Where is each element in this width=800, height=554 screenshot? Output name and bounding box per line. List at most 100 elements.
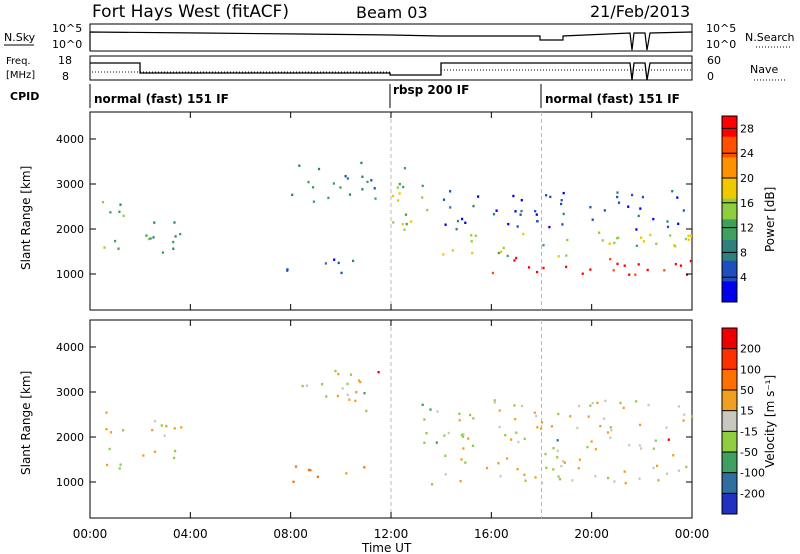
range-gate-cell [549,195,552,199]
colorbar-swatch [722,410,737,432]
range-gate-cell [672,454,675,457]
colorbar-swatch [722,116,737,138]
range-gate-cell [560,199,563,202]
nsky-trace [89,31,693,51]
range-gate-cell [348,193,352,196]
range-gate-cell [341,387,344,390]
range-gate-cell [689,234,692,237]
range-gate-cell [623,470,626,473]
range-gate-cell [638,444,641,447]
range-gate-cell [634,273,637,276]
x-tick-label: 16:00 [474,527,509,541]
range-gate-cell [677,222,680,225]
range-gate-cell [624,481,627,485]
range-gate-cell [677,405,680,408]
y-tick-label: 4000 [56,341,84,354]
range-gate-cell [449,190,452,193]
range-gate-cell [151,428,154,432]
range-gate-cell [346,177,349,180]
range-gate-cell [663,269,666,272]
range-gate-cell [404,213,408,216]
range-gate-cell [321,383,324,386]
colorbar-tick-label: -100 [740,467,765,480]
range-gate-cell [286,269,289,272]
range-gate-cell [485,466,489,470]
range-gate-cell [652,217,655,221]
range-gate-cell [410,220,413,223]
range-gate-cell [361,188,364,191]
freq-tick-top: 18 [58,54,72,67]
range-gate-cell [339,186,342,189]
colorbar-swatch [722,390,737,412]
range-gate-cell [497,251,500,255]
range-gate-cell [174,235,177,238]
nsearch-tick-top: 10^5 [706,22,736,35]
range-gate-cell [586,445,589,449]
power-colorbar: 4 8 12 16 20 24 28 Power [dB] [721,115,777,303]
range-gate-cell [429,408,432,411]
range-gate-cell [348,398,351,401]
range-gate-cell [617,236,620,239]
range-gate-cell [591,218,594,221]
nsearch-tick-bottom: 10^0 [706,38,736,51]
range-gate-cell [649,233,652,237]
range-gate-cell [471,251,474,255]
range-gate-cell [477,195,480,198]
cpid-segment-3: normal (fast) 151 IF [545,92,680,106]
range-gate-cell [391,194,395,198]
range-gate-cell [515,256,518,260]
range-gate-cell [524,479,527,482]
x-tick-label: 08:00 [273,527,308,541]
range-gate-cell [122,429,125,432]
range-gate-cell [533,411,536,414]
range-gate-cell [635,228,638,231]
range-gate-cell [512,194,515,198]
range-gate-cell [470,234,473,237]
colorbar-tick-label: 200 [740,343,761,356]
range-gate-cell [108,447,111,451]
colorbar-tick-label: -15 [740,425,758,438]
range-gate-cell [435,441,438,444]
x-axis-label: Time UT [361,541,412,554]
range-gate-cell [691,415,694,418]
colorbar-swatch [722,493,737,515]
range-gate-cell [516,468,519,471]
range-gate-cell [689,259,692,263]
range-gate-cell [363,466,366,469]
range-gate-cell [426,208,429,212]
range-gate-cell [513,259,516,262]
range-gate-cell [336,394,339,398]
velocity-colorbar-swatches: 200 100 50 15 -15 -50 -100 -200 [721,327,765,515]
range-gate-cell [421,184,424,188]
range-gate-cell [666,225,670,229]
range-gate-cell [462,447,465,450]
range-gate-cell [163,434,166,437]
range-gate-cell [558,478,562,481]
range-gate-cell [365,409,368,413]
range-gate-cell [324,262,327,265]
range-gate-cell [545,466,548,469]
velocity-panel: 1000 2000 3000 4000 Slant Range [km] [19,319,694,519]
range-gate-cell [398,192,401,195]
date-title: 21/Feb/2013 [590,2,690,21]
range-gate-cell [360,161,363,165]
range-gate-cell [118,210,121,213]
colorbar-tick-label: -50 [740,446,758,459]
range-gate-cell [317,167,321,171]
range-gate-cell [515,431,518,434]
range-gate-cell [462,435,465,438]
colorbar-tick-label: 15 [740,405,754,418]
range-gate-cell [637,263,640,266]
range-gate-cell [667,438,670,441]
range-gate-cell [421,403,424,406]
range-gate-cell [536,270,539,274]
range-gate-cell [398,182,401,186]
velocity-y-label: Slant Range [km] [19,371,33,475]
range-gate-cell [552,447,555,450]
range-gate-cell [506,457,509,460]
range-gate-cell [540,421,544,424]
range-gate-cell [535,414,538,418]
range-gate-cell [346,393,349,397]
range-gate-cell [652,447,655,450]
range-gate-cell [456,219,460,223]
